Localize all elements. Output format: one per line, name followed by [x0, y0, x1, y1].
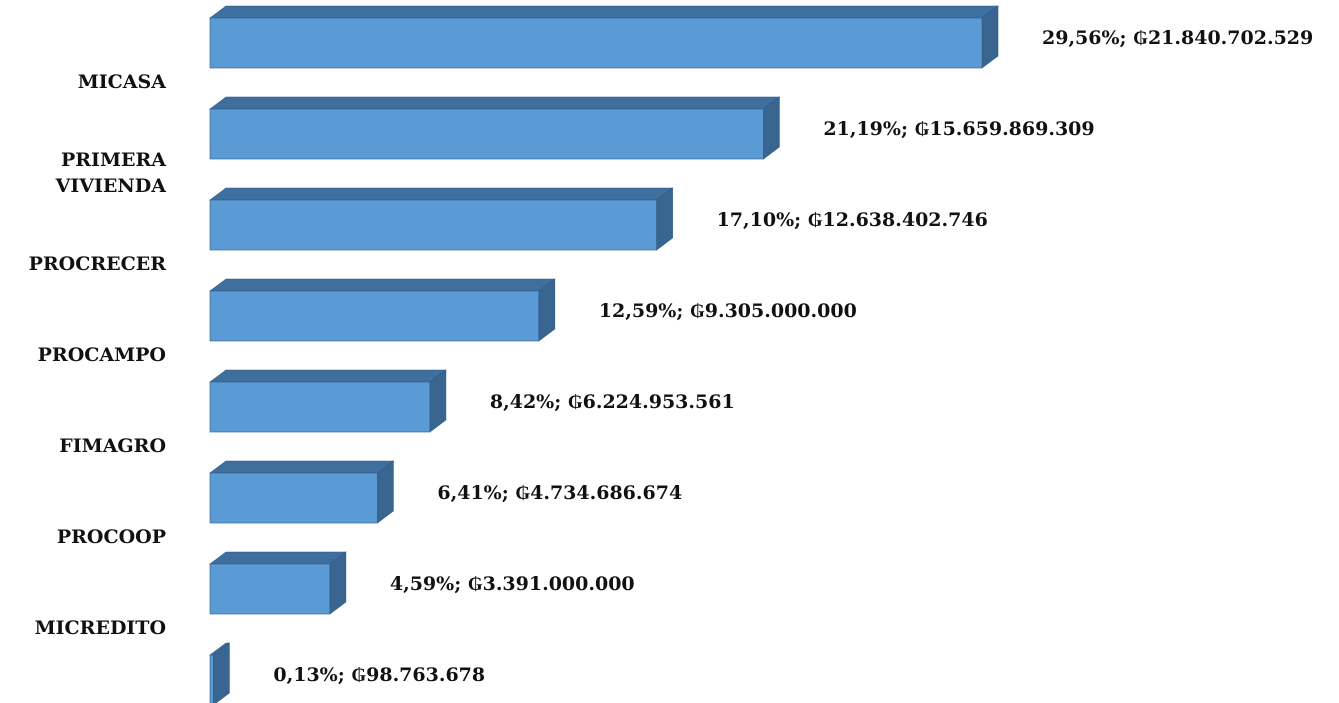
data-label: 29,56%; ₲21.840.702.529	[1042, 27, 1313, 49]
bars-layer	[209, 5, 999, 703]
category-label-line: MICREDITO	[35, 617, 166, 639]
bar-front-face	[209, 199, 657, 251]
bar-top-face	[209, 5, 999, 19]
category-label: PRIMERA VIVIENDA	[55, 149, 167, 197]
bar-top-face	[209, 96, 781, 110]
bar-6	[209, 460, 395, 524]
category-label-line: PROCAMPO	[38, 344, 166, 366]
data-label: 6,41%; ₲4.734.686.674	[437, 482, 682, 504]
bar-front-face	[209, 17, 983, 69]
bar-top-face	[209, 187, 674, 201]
category-label-line: MICASA	[78, 71, 167, 93]
data-label: 21,19%; ₲15.659.869.309	[823, 118, 1094, 140]
category-label: PROCAMPO	[38, 344, 166, 366]
bar-5	[209, 369, 447, 433]
category-label-line: VIVIENDA	[55, 175, 167, 197]
bar-top-face	[209, 278, 556, 292]
category-labels: MICASA PRIMERA VIVIENDA PROCRECER PROCAMPO FI…	[29, 71, 167, 639]
data-label: 12,59%; ₲9.305.000.000	[599, 300, 857, 322]
category-label: FIMAGRO	[59, 435, 166, 457]
bar-4	[209, 278, 556, 342]
bar-front-face	[209, 290, 540, 342]
category-label: MICASA	[78, 71, 167, 93]
bar-top-face	[209, 551, 347, 565]
category-label: PROCRECER	[29, 253, 167, 275]
category-label-line: PROCOOP	[57, 526, 166, 548]
bar-top-face	[209, 369, 447, 383]
bar-2	[209, 96, 781, 160]
bar-8	[209, 642, 231, 703]
category-label: PROCOOP	[57, 526, 166, 548]
bar-front-face	[209, 472, 378, 524]
data-label: 8,42%; ₲6.224.953.561	[490, 391, 735, 413]
bar-front-face	[209, 381, 431, 433]
bar-front-face	[209, 654, 214, 703]
data-label: 0,13%; ₲98.763.678	[273, 664, 485, 686]
bar-front-face	[209, 563, 331, 615]
bar-3	[209, 187, 674, 251]
category-label-line: FIMAGRO	[59, 435, 166, 457]
bar-1	[209, 5, 999, 69]
bar-7	[209, 551, 347, 615]
data-labels: 29,56%; ₲21.840.702.529 21,19%; ₲15.659.8…	[273, 27, 1313, 686]
category-label-line: PROCRECER	[29, 253, 167, 275]
bar-top-face	[209, 460, 395, 474]
category-label-line: PRIMERA	[61, 149, 166, 171]
data-label: 17,10%; ₲12.638.402.746	[717, 209, 988, 231]
category-label: MICREDITO	[35, 617, 166, 639]
bar-front-face	[209, 108, 764, 160]
data-label: 4,59%; ₲3.391.000.000	[390, 573, 635, 595]
